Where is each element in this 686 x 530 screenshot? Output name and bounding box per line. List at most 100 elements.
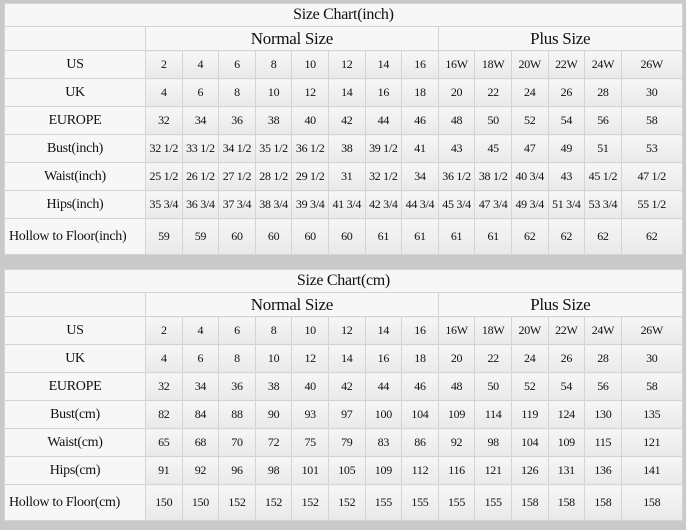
size-cell: 152 xyxy=(218,484,256,521)
title-row: Size Chart(cm) xyxy=(4,269,683,293)
size-cell: 4 xyxy=(181,316,220,345)
size-cell: 109 xyxy=(547,428,586,457)
table-row: UK 4 6 8 10 12 14 16 18 20 22 24 26 28 30 xyxy=(4,344,683,373)
size-cell: 4 xyxy=(181,50,220,79)
table-row: Bust(cm) 82 84 88 90 93 97 100 104 109 114 119 124 13… xyxy=(4,400,683,429)
size-cell: 33 1/2 xyxy=(181,134,220,163)
size-cell: 43 xyxy=(547,162,586,191)
size-cell: 51 xyxy=(584,134,622,163)
size-cell: 56 xyxy=(584,106,622,135)
size-cell: 36 1/2 xyxy=(437,162,476,191)
size-cell: 31 xyxy=(327,162,366,191)
size-cell: 16 xyxy=(401,50,439,79)
size-cell: 59 xyxy=(181,218,220,255)
size-cell: 135 xyxy=(620,400,683,429)
size-cell: 61 xyxy=(401,218,439,255)
size-chart-inch-table: Size Chart(inch) Normal Size Plus Size US 2 4… xyxy=(4,3,683,255)
size-cell: 49 xyxy=(547,134,586,163)
size-cell: 48 xyxy=(437,372,476,401)
size-cell: 52 xyxy=(510,106,549,135)
size-cell: 62 xyxy=(584,218,622,255)
size-cell: 115 xyxy=(584,428,622,457)
size-cell: 38 xyxy=(254,106,293,135)
size-cell: 25 1/2 xyxy=(145,162,183,191)
size-cell: 47 1/2 xyxy=(620,162,683,191)
size-cell: 45 xyxy=(474,134,512,163)
size-cell: 36 xyxy=(218,106,256,135)
size-cell: 90 xyxy=(254,400,293,429)
size-cell: 20W xyxy=(510,316,549,345)
size-cell: 61 xyxy=(364,218,403,255)
size-cell: 26W xyxy=(620,316,683,345)
size-cell: 24 xyxy=(510,78,549,107)
size-cell: 6 xyxy=(181,344,220,373)
size-cell: 42 3/4 xyxy=(364,190,403,219)
group-plus-size: Plus Size xyxy=(437,26,683,51)
size-cell: 98 xyxy=(254,456,293,485)
row-label: UK xyxy=(4,78,146,107)
size-cell: 152 xyxy=(291,484,329,521)
size-chart-cm-table: Size Chart(cm) Normal Size Plus Size US 2 4 6 8… xyxy=(4,269,683,521)
size-cell: 12 xyxy=(327,50,366,79)
size-cell: 32 xyxy=(145,106,183,135)
size-cell: 34 xyxy=(181,106,220,135)
table-row: Waist(cm) 65 68 70 72 75 79 83 86 92 98 104 109 115 12… xyxy=(4,428,683,457)
size-cell: 150 xyxy=(181,484,220,521)
size-cell: 26 xyxy=(547,78,586,107)
table-row: UK 4 6 8 10 12 14 16 18 20 22 24 26 28 30 xyxy=(4,78,683,107)
size-cell: 12 xyxy=(291,78,329,107)
size-cell: 155 xyxy=(364,484,403,521)
size-cell: 22W xyxy=(547,316,586,345)
size-cell: 40 3/4 xyxy=(510,162,549,191)
size-cell: 10 xyxy=(291,50,329,79)
size-cell: 16 xyxy=(364,78,403,107)
size-cell: 158 xyxy=(620,484,683,521)
size-cell: 22 xyxy=(474,344,512,373)
size-cell: 58 xyxy=(620,372,683,401)
table-row: Hips(inch) 35 3/4 36 3/4 37 3/4 38 3/4 39 3/4… xyxy=(4,190,683,219)
size-cell: 121 xyxy=(474,456,512,485)
size-cell: 10 xyxy=(254,78,293,107)
size-cell: 51 3/4 xyxy=(547,190,586,219)
size-cell: 100 xyxy=(364,400,403,429)
size-cell: 155 xyxy=(401,484,439,521)
size-cell: 18 xyxy=(401,78,439,107)
size-cell: 60 xyxy=(254,218,293,255)
size-cell: 60 xyxy=(291,218,329,255)
size-cell: 61 xyxy=(474,218,512,255)
size-cell: 24 xyxy=(510,344,549,373)
size-cell: 28 xyxy=(584,78,622,107)
size-cell: 10 xyxy=(291,316,329,345)
corner-cell xyxy=(4,292,146,317)
size-cell: 38 3/4 xyxy=(254,190,293,219)
table-row: EUROPE 32 34 36 38 40 42 44 46 48 50 52 54 56 58 xyxy=(4,372,683,401)
size-cell: 98 xyxy=(474,428,512,457)
size-cell: 62 xyxy=(547,218,586,255)
size-cell: 124 xyxy=(547,400,586,429)
row-label: Hollow to Floor(inch) xyxy=(4,218,146,255)
table-row: Bust(inch) 32 1/2 33 1/2 34 1/2 35 1/2 36 1/2… xyxy=(4,134,683,163)
size-cell: 61 xyxy=(437,218,476,255)
size-cell: 48 xyxy=(437,106,476,135)
size-cell: 55 1/2 xyxy=(620,190,683,219)
size-cell: 42 xyxy=(327,106,366,135)
size-cell: 8 xyxy=(254,50,293,79)
size-cell: 47 3/4 xyxy=(474,190,512,219)
size-cell: 109 xyxy=(437,400,476,429)
row-label: Bust(inch) xyxy=(4,134,146,163)
size-cell: 92 xyxy=(181,456,220,485)
size-cell: 6 xyxy=(218,50,256,79)
size-cell: 96 xyxy=(218,456,256,485)
size-cell: 42 xyxy=(327,372,366,401)
row-label: Waist(inch) xyxy=(4,162,146,191)
size-cell: 65 xyxy=(145,428,183,457)
size-cell: 82 xyxy=(145,400,183,429)
table-row: Waist(inch) 25 1/2 26 1/2 27 1/2 28 1/2 29 1/… xyxy=(4,162,683,191)
group-normal-size: Normal Size xyxy=(145,292,439,317)
size-cell: 40 xyxy=(291,106,329,135)
table-title: Size Chart(cm) xyxy=(4,269,683,293)
size-cell: 45 3/4 xyxy=(437,190,476,219)
size-cell: 116 xyxy=(437,456,476,485)
size-cell: 22W xyxy=(547,50,586,79)
size-cell: 14 xyxy=(364,316,403,345)
